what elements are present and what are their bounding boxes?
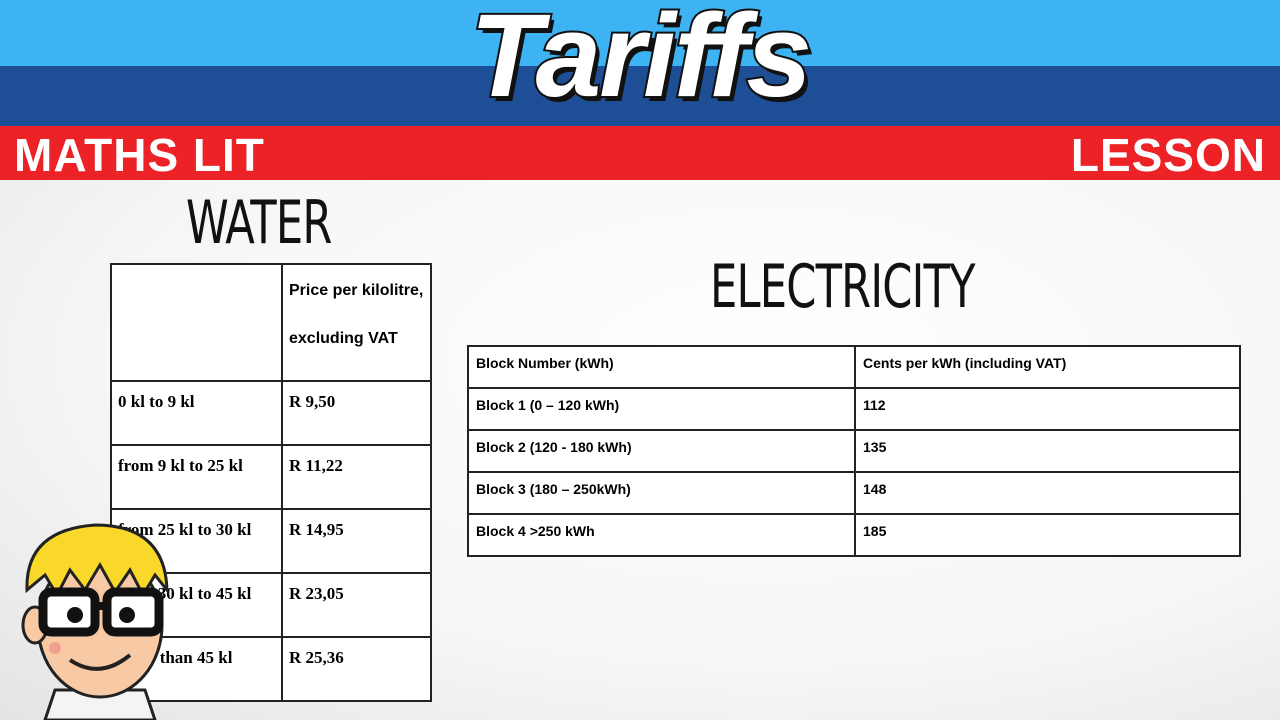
block-cell: Block 4 >250 kWh — [467, 513, 856, 557]
header-cell: Price per kilolitre, excluding VAT — [281, 263, 432, 382]
header-band-red — [0, 126, 1280, 180]
cents-cell: 185 — [854, 513, 1241, 557]
electricity-tariff-table: Block Number (kWh) Cents per kWh (includi… — [467, 345, 1241, 557]
page-title: Tariffs — [468, 0, 814, 124]
block-cell: Block 3 (180 – 250kWh) — [467, 471, 856, 515]
range-cell: 0 kl to 9 kl — [110, 380, 283, 446]
table-header-row: Price per kilolitre, excluding VAT — [110, 263, 432, 382]
price-cell: R 23,05 — [281, 572, 432, 638]
cents-cell: 148 — [854, 471, 1241, 515]
lesson-tag: LESSON — [1070, 129, 1266, 181]
header-line: Price per kilolitre, — [289, 282, 424, 299]
cents-cell: 112 — [854, 387, 1241, 431]
price-cell: R 25,36 — [281, 636, 432, 702]
table-row: Block 3 (180 – 250kWh) 148 — [467, 471, 1241, 515]
price-cell: R 14,95 — [281, 508, 432, 574]
range-cell: from 9 kl to 25 kl — [110, 444, 283, 510]
cartoon-character-illustration — [21, 523, 169, 720]
table-header-row: Block Number (kWh) Cents per kWh (includi… — [467, 345, 1241, 389]
table-row: Block 1 (0 – 120 kWh) 112 — [467, 387, 1241, 431]
block-cell: Block 2 (120 - 180 kWh) — [467, 429, 856, 473]
header-line: excluding VAT — [289, 330, 398, 347]
block-cell: Block 1 (0 – 120 kWh) — [467, 387, 856, 431]
price-cell: R 9,50 — [281, 380, 432, 446]
table-row: Block 4 >250 kWh 185 — [467, 513, 1241, 557]
header-band-light-blue — [0, 0, 1280, 66]
price-cell: R 11,22 — [281, 444, 432, 510]
electricity-heading: ELECTRICITY — [710, 252, 975, 322]
table-row: Block 2 (120 - 180 kWh) 135 — [467, 429, 1241, 473]
range-cell: from 25 kl to 30 kl — [110, 508, 283, 574]
water-heading: WATER — [186, 188, 332, 258]
table-row: from 9 kl to 25 kl R 11,22 — [110, 444, 432, 510]
header-cell: Cents per kWh (including VAT) — [854, 345, 1241, 389]
cents-cell: 135 — [854, 429, 1241, 473]
water-tariff-table: Price per kilolitre, excluding VAT 0 kl t… — [110, 263, 432, 702]
header-band-dark-blue — [0, 66, 1280, 126]
table-row: from 25 kl to 30 kl R 14,95 — [110, 508, 432, 574]
subject-tag: MATHS LIT — [14, 129, 265, 181]
table-row: 0 kl to 9 kl R 9,50 — [110, 380, 432, 446]
header-cell: Block Number (kWh) — [467, 345, 856, 389]
header-cell — [110, 263, 283, 382]
